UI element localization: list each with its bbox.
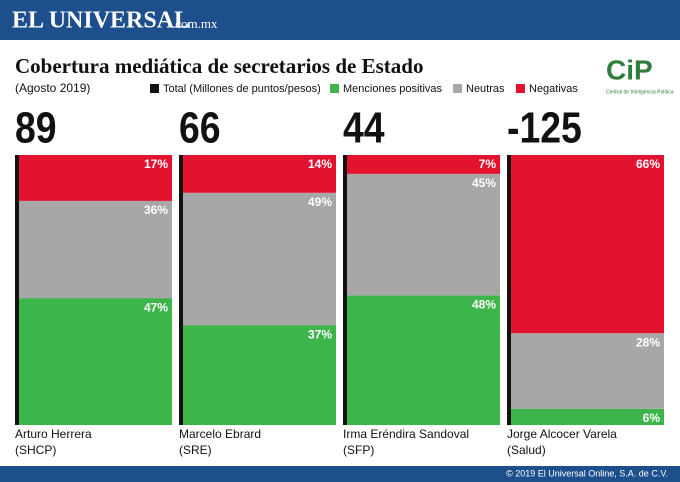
- value-label: 7%: [479, 157, 497, 171]
- value-label: 47%: [144, 300, 168, 314]
- legend-label: Neutras: [466, 83, 505, 95]
- brand: EL UNIVERSAL: [12, 8, 190, 34]
- legend-label: Total (Millones de puntos/pesos): [163, 83, 321, 95]
- logo-mark: CiP: [606, 54, 653, 85]
- bar-segment: [343, 173, 500, 296]
- total-value: -125: [507, 103, 582, 153]
- department-label: (Salud): [507, 443, 546, 457]
- bar-segment: [507, 333, 664, 409]
- bar-segment: [343, 155, 500, 174]
- footer-text: © 2019 El Universal Online, S.A. de C.V.: [506, 468, 668, 478]
- bar-segment: [179, 192, 336, 326]
- category-label: Jorge Alcocer Varela: [507, 427, 617, 441]
- bar-segment: [179, 155, 336, 193]
- footer-bar: [0, 466, 680, 482]
- legend-swatch: [516, 84, 525, 93]
- logo-subtitle: Central de Inteligencia Política: [606, 89, 674, 95]
- value-label: 48%: [472, 298, 496, 312]
- chart-title: Cobertura mediática de secretarios de Es…: [15, 54, 423, 78]
- department-label: (SFP): [343, 443, 374, 457]
- value-label: 17%: [144, 157, 168, 171]
- total-strip: [507, 155, 511, 425]
- category-label: Marcelo Ebrard: [179, 427, 261, 441]
- legend-swatch: [453, 84, 462, 93]
- bar-segment: [507, 155, 664, 334]
- legend-label: Negativas: [529, 83, 578, 95]
- chart-subtitle: (Agosto 2019): [15, 81, 90, 95]
- value-label: 37%: [308, 327, 332, 341]
- brand-domain: .com.mx: [172, 16, 218, 31]
- legend-swatch: [150, 84, 159, 93]
- department-label: (SRE): [179, 443, 212, 457]
- bar-segment: [15, 200, 172, 299]
- total-value: 44: [343, 103, 385, 153]
- category-label: Arturo Herrera: [15, 427, 92, 441]
- bar-segment: [15, 155, 172, 201]
- total-value: 66: [179, 103, 221, 153]
- total-strip: [343, 155, 347, 425]
- bar-segment: [343, 295, 500, 425]
- bar-segment: [15, 298, 172, 425]
- value-label: 66%: [636, 157, 660, 171]
- value-label: 49%: [308, 195, 332, 209]
- header-bar: [0, 0, 680, 40]
- bar-segment: [179, 325, 336, 425]
- value-label: 36%: [144, 203, 168, 217]
- category-label: Irma Eréndira Sandoval: [343, 427, 469, 441]
- value-label: 45%: [472, 176, 496, 190]
- value-label: 14%: [308, 157, 332, 171]
- total-strip: [15, 155, 19, 425]
- value-label: 28%: [636, 335, 660, 349]
- department-label: (SHCP): [15, 443, 56, 457]
- total-strip: [179, 155, 183, 425]
- bar-segment: [507, 408, 664, 425]
- legend-swatch: [330, 84, 339, 93]
- legend-label: Menciones positivas: [343, 83, 443, 95]
- value-label: 6%: [643, 411, 661, 425]
- total-value: 89: [15, 103, 57, 153]
